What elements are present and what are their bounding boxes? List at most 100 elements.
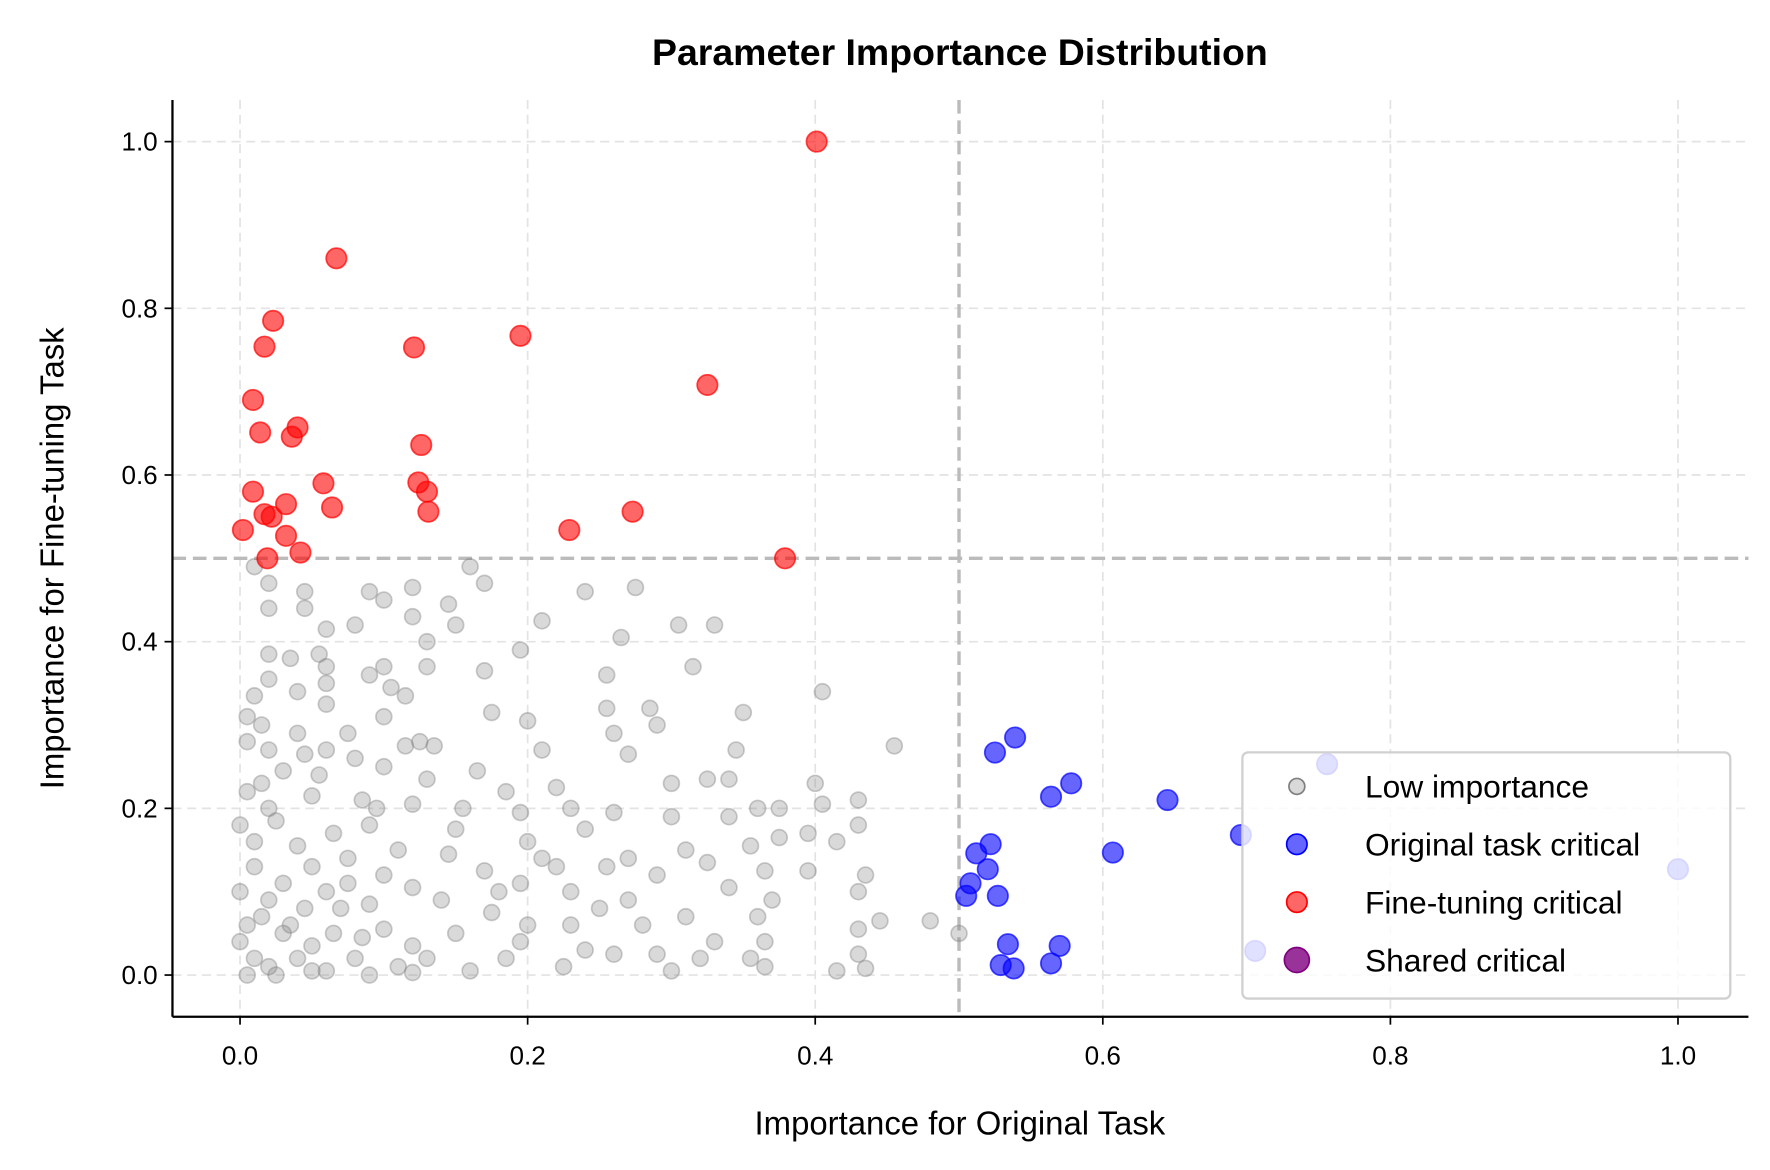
legend-marker: [1285, 891, 1308, 914]
data-point: [605, 803, 623, 822]
data-point: [231, 932, 249, 951]
data-point: [346, 749, 364, 768]
data-point: [360, 666, 379, 684]
data-point: [262, 309, 285, 332]
data-point: [849, 816, 868, 834]
data-point: [274, 874, 292, 893]
data-point: [669, 616, 688, 634]
data-point: [533, 741, 551, 759]
legend-marker: [1283, 946, 1311, 974]
data-point: [274, 493, 298, 516]
data-point: [267, 966, 285, 984]
data-point: [799, 824, 817, 843]
data-point: [633, 916, 652, 934]
data-point: [597, 857, 616, 876]
data-point: [511, 803, 530, 822]
data-point: [482, 903, 501, 922]
data-point: [346, 616, 364, 634]
data-point: [720, 770, 738, 788]
data-point: [976, 858, 999, 881]
data-point: [461, 557, 479, 576]
data-point: [799, 862, 817, 880]
data-point: [439, 845, 458, 863]
data-point: [260, 574, 278, 593]
data-point: [260, 599, 278, 618]
data-point: [317, 695, 336, 713]
data-point: [396, 687, 415, 705]
data-point: [260, 741, 278, 759]
data-point: [605, 945, 623, 964]
data-point: [511, 874, 530, 893]
data-point: [511, 641, 530, 659]
y-tick-label: 0.6: [121, 460, 157, 490]
data-point: [756, 957, 774, 976]
data-point: [238, 782, 257, 801]
data-point: [805, 130, 828, 153]
data-point: [705, 932, 724, 951]
data-point: [698, 853, 717, 872]
data-point: [849, 920, 868, 939]
data-point: [677, 907, 695, 926]
x-tick-label: 1.0: [1660, 1040, 1696, 1070]
y-tick-label: 0.4: [121, 627, 157, 657]
data-point: [849, 945, 868, 964]
data-point: [241, 388, 265, 412]
data-point: [249, 421, 272, 444]
data-point: [741, 837, 760, 855]
data-point: [773, 547, 797, 570]
data-point: [1002, 957, 1025, 980]
axes: 0.0 0.2 0.4 0.6 0.8 1.0 0.0 0.2 0.4 0.6 0.8 1.0: [121, 99, 1749, 1070]
data-point: [621, 500, 644, 523]
data-point: [274, 524, 298, 547]
legend-box: [1241, 751, 1732, 1000]
data-point: [231, 518, 254, 542]
data-point: [468, 762, 487, 780]
legend-label: Fine-tuning critical: [1365, 884, 1623, 920]
data-point: [403, 578, 422, 597]
data-point: [425, 737, 443, 755]
data-point: [245, 832, 264, 851]
data-point: [245, 949, 264, 968]
data-point: [280, 425, 303, 448]
data-point: [720, 878, 738, 897]
chart-title: Parameter Importance Distribution: [652, 31, 1268, 73]
data-point: [662, 962, 681, 980]
data-point: [238, 707, 257, 726]
data-point: [475, 662, 494, 680]
data-point: [402, 336, 426, 359]
data-point: [260, 505, 283, 528]
data-point: [996, 933, 1019, 956]
data-point: [375, 591, 393, 609]
data-point: [317, 962, 336, 980]
data-point: [813, 795, 832, 813]
legend-label: Low importance: [1365, 769, 1589, 805]
data-point: [260, 670, 278, 688]
data-point: [274, 762, 292, 780]
y-tick-label: 1.0: [121, 127, 157, 157]
data-point: [288, 724, 307, 743]
data-point: [321, 496, 344, 519]
data-point: [360, 895, 379, 914]
data-point: [267, 812, 285, 830]
data-point: [288, 837, 307, 855]
data-point: [260, 891, 278, 909]
data-point: [619, 745, 638, 763]
data-point: [1101, 841, 1124, 864]
data-point: [1060, 772, 1083, 795]
data-point: [415, 480, 439, 503]
x-tick-label: 0.2: [509, 1040, 545, 1070]
data-point: [986, 884, 1009, 907]
data-point: [418, 632, 436, 651]
data-point: [641, 699, 659, 718]
data-point: [612, 628, 630, 647]
data-point: [950, 924, 968, 943]
data-point: [597, 666, 616, 684]
data-point: [403, 878, 422, 897]
data-point: [558, 518, 581, 542]
data-point: [1156, 788, 1179, 812]
data-point: [274, 924, 292, 943]
x-axis-label: Importance for Original Task: [755, 1105, 1166, 1142]
data-point: [533, 849, 551, 868]
data-point: [576, 941, 594, 959]
data-point: [303, 857, 321, 876]
